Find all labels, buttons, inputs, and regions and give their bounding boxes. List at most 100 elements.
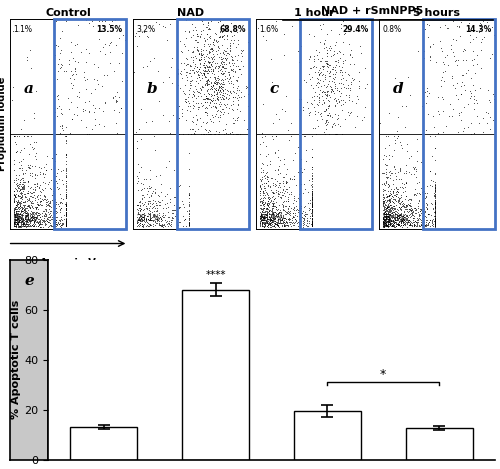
- Point: [202, 109, 210, 117]
- Point: [200, 53, 208, 61]
- Point: [426, 219, 434, 226]
- Point: [334, 111, 342, 119]
- Point: [18, 220, 26, 227]
- Point: [26, 184, 34, 191]
- Point: [134, 218, 142, 226]
- Point: [342, 91, 350, 99]
- Point: [402, 214, 410, 222]
- Point: [62, 220, 70, 227]
- Point: [260, 172, 268, 180]
- Point: [384, 133, 392, 140]
- Point: [234, 40, 242, 47]
- Point: [18, 164, 26, 172]
- Point: [194, 32, 202, 39]
- Point: [160, 23, 168, 30]
- Point: [384, 204, 392, 212]
- Point: [271, 208, 279, 216]
- Point: [303, 216, 311, 223]
- Point: [274, 212, 281, 219]
- Point: [134, 209, 142, 216]
- Point: [46, 222, 54, 229]
- Point: [30, 223, 38, 230]
- Point: [53, 220, 61, 227]
- Point: [33, 219, 41, 226]
- Point: [382, 173, 390, 180]
- Point: [393, 220, 401, 228]
- Point: [430, 217, 438, 225]
- Point: [62, 203, 70, 210]
- Point: [306, 53, 314, 61]
- Point: [208, 83, 216, 91]
- Point: [404, 207, 412, 215]
- Point: [135, 204, 143, 212]
- Point: [216, 76, 224, 84]
- Point: [49, 219, 57, 226]
- Point: [14, 214, 22, 222]
- Point: [270, 135, 278, 143]
- Point: [44, 152, 52, 160]
- Point: [142, 217, 150, 224]
- Point: [386, 191, 394, 198]
- Point: [158, 197, 166, 204]
- Point: [258, 219, 266, 227]
- Point: [184, 221, 192, 229]
- Point: [14, 207, 22, 215]
- Point: [406, 220, 414, 227]
- Point: [409, 214, 417, 221]
- Point: [418, 207, 426, 214]
- Point: [62, 208, 70, 216]
- Point: [226, 129, 234, 137]
- Point: [300, 220, 308, 228]
- Point: [444, 112, 452, 120]
- Point: [54, 213, 62, 220]
- Point: [14, 205, 22, 213]
- Point: [390, 204, 398, 212]
- Point: [120, 37, 128, 44]
- Point: [232, 62, 240, 69]
- Point: [396, 164, 404, 171]
- Point: [396, 218, 404, 225]
- Point: [42, 197, 50, 204]
- Point: [196, 59, 204, 67]
- Point: [320, 71, 328, 78]
- Point: [202, 81, 210, 88]
- Point: [258, 218, 266, 226]
- Point: [51, 216, 59, 223]
- Point: [178, 109, 186, 116]
- Point: [385, 197, 393, 204]
- Point: [282, 210, 290, 218]
- Point: [386, 198, 394, 206]
- Point: [12, 148, 20, 155]
- Point: [274, 216, 282, 223]
- Point: [262, 218, 270, 226]
- Point: [388, 219, 396, 227]
- Point: [420, 47, 428, 54]
- Point: [52, 210, 60, 217]
- Point: [331, 80, 339, 87]
- Point: [114, 97, 122, 104]
- Point: [268, 217, 276, 224]
- Point: [204, 90, 212, 98]
- Point: [23, 220, 31, 228]
- Point: [380, 198, 388, 205]
- Point: [229, 72, 237, 80]
- Point: [148, 187, 156, 195]
- Point: [233, 56, 241, 64]
- Point: [209, 81, 217, 89]
- Point: [196, 56, 203, 63]
- Point: [223, 91, 231, 98]
- Point: [88, 17, 96, 24]
- Point: [180, 40, 188, 48]
- Point: [218, 41, 226, 49]
- Point: [318, 58, 326, 65]
- Point: [379, 209, 387, 217]
- Point: [398, 217, 406, 224]
- Point: [263, 219, 271, 226]
- Point: [74, 41, 82, 48]
- Point: [381, 219, 389, 227]
- Point: [24, 179, 32, 186]
- Point: [221, 125, 229, 133]
- Point: [280, 222, 287, 230]
- Point: [209, 67, 217, 74]
- Point: [10, 214, 18, 221]
